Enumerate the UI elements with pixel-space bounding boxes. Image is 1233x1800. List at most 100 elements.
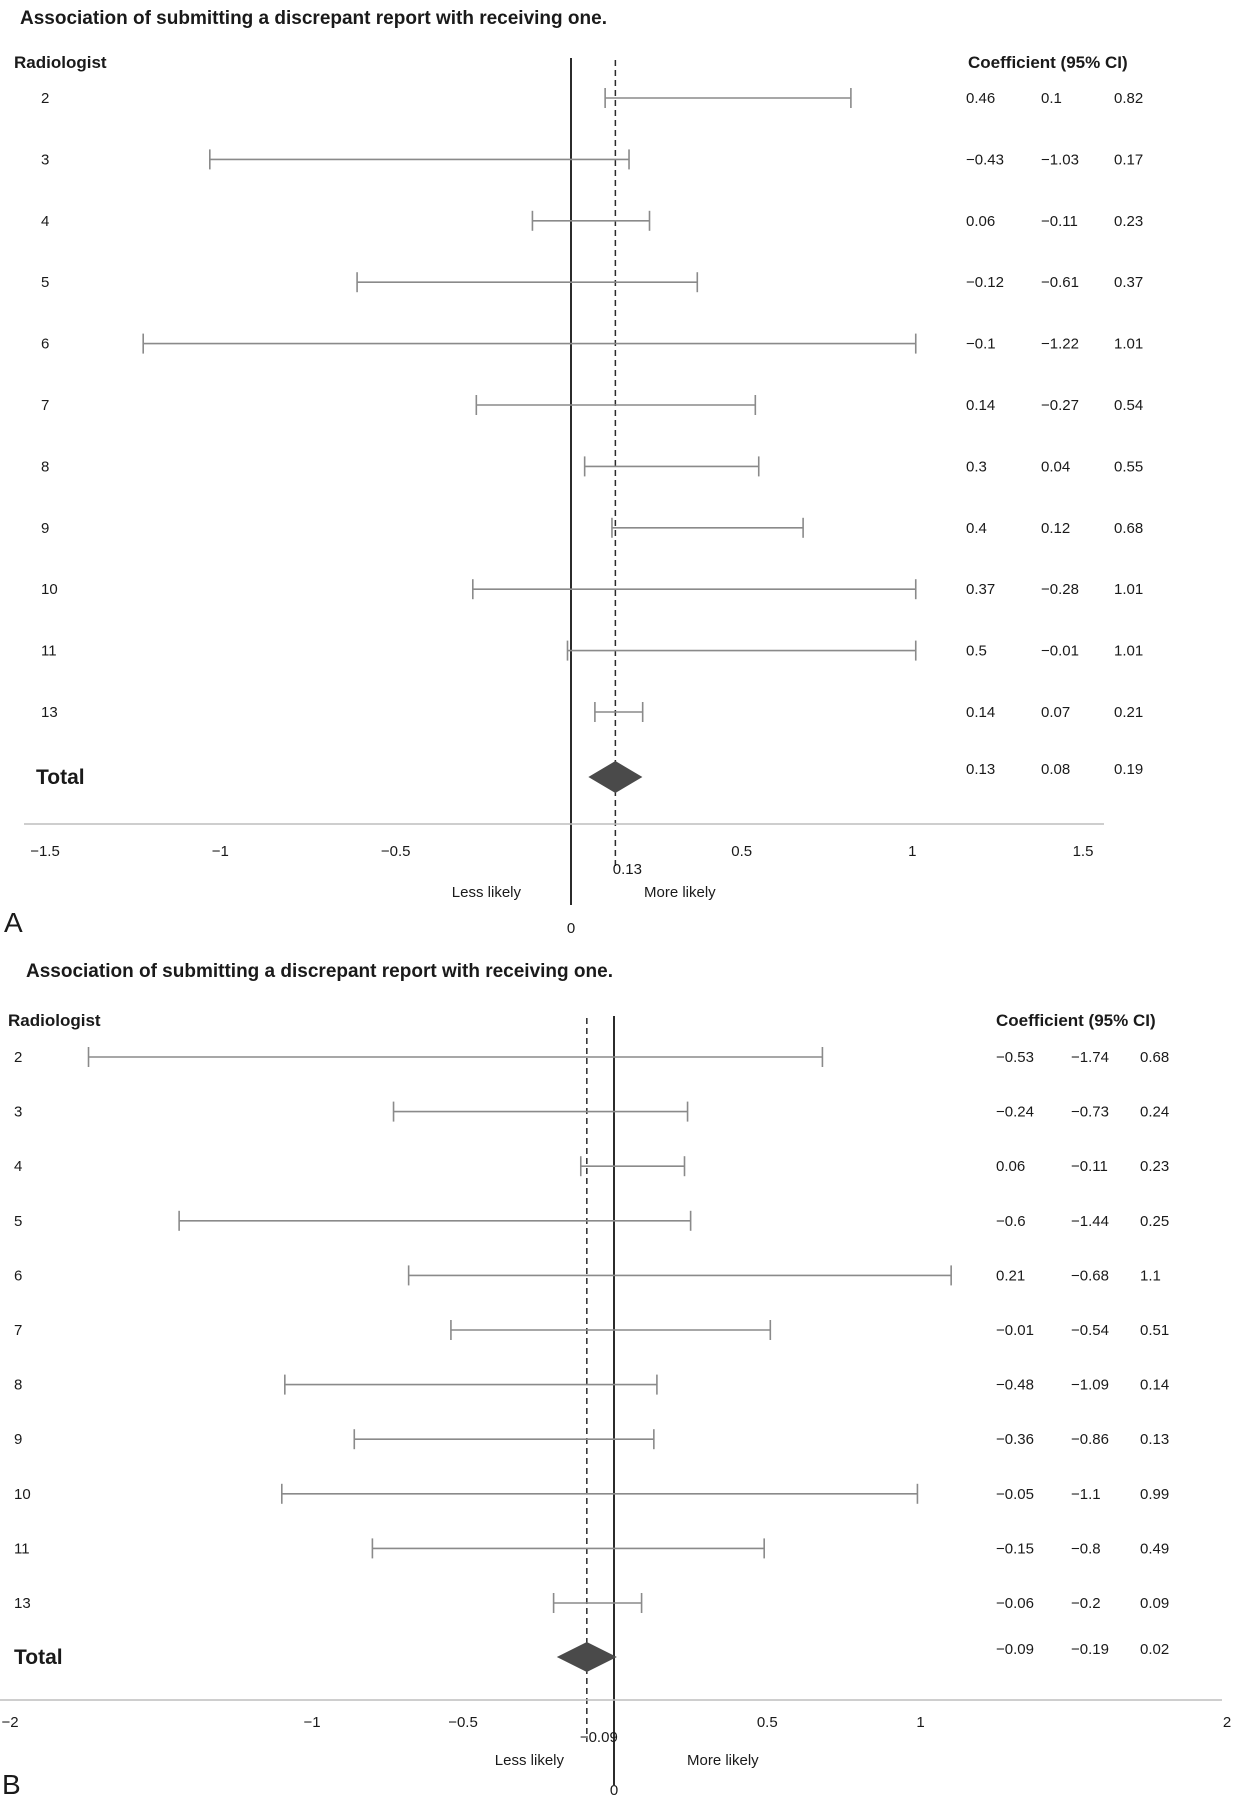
panel-letter: A: [4, 907, 23, 938]
coef-value: 0.37: [966, 581, 995, 598]
x-tick-label: 1: [908, 843, 916, 860]
row-label: 3: [14, 1104, 22, 1121]
ci-upper-value: 0.68: [1140, 1049, 1169, 1066]
x-tick-label: 2: [1223, 1714, 1231, 1731]
forest-row-5: 5 −0.12 −0.61 0.37: [41, 272, 1143, 293]
forest-row-11: 11 0.5 −0.01 1.01: [41, 640, 1143, 661]
coef-value: −0.36: [996, 1431, 1034, 1448]
ci-upper-value: 0.14: [1140, 1377, 1169, 1394]
total-ci-lower-value: 0.08: [1041, 761, 1070, 778]
coef-value: 0.46: [966, 90, 995, 107]
forest-panel-a: Association of submitting a discrepant r…: [4, 8, 1143, 938]
x-tick-label: 1: [916, 1714, 924, 1731]
forest-row-7: 7 0.14 −0.27 0.54: [41, 395, 1143, 415]
row-label: 13: [41, 704, 58, 721]
total-label: Total: [36, 766, 85, 789]
ci-upper-value: 0.13: [1140, 1431, 1169, 1448]
coef-value: 0.5: [966, 643, 987, 660]
row-label: 5: [14, 1213, 22, 1230]
coef-value: −0.24: [996, 1104, 1034, 1121]
row-label: 7: [14, 1322, 22, 1339]
coef-value: 0.06: [966, 213, 995, 230]
ci-upper-value: 0.55: [1114, 458, 1143, 475]
pooled-diamond: [556, 1642, 617, 1672]
ci-upper-value: 0.49: [1140, 1540, 1169, 1557]
ci-lower-value: −0.73: [1071, 1104, 1109, 1121]
ci-lower-value: −0.68: [1071, 1267, 1109, 1284]
forest-row-9: 9 −0.36 −0.86 0.13: [14, 1429, 1169, 1450]
row-label: 10: [41, 581, 58, 598]
row-label: 6: [14, 1267, 22, 1284]
ci-lower-value: −1.09: [1071, 1377, 1109, 1394]
forest-row-10: 10 −0.05 −1.1 0.99: [14, 1483, 1169, 1504]
total-ci-upper-value: 0.19: [1114, 761, 1143, 778]
forest-row-6: 6 0.21 −0.68 1.1: [14, 1265, 1161, 1286]
forest-row-8: 8 0.3 0.04 0.55: [41, 456, 1143, 477]
pooled-diamond: [588, 761, 643, 793]
ci-upper-value: 0.17: [1114, 151, 1143, 168]
forest-row-4: 4 0.06 −0.11 0.23: [14, 1156, 1169, 1177]
forest-row-total: Total 0.13 0.08 0.19: [36, 761, 1143, 793]
ci-upper-value: 1.01: [1114, 643, 1143, 660]
forest-row-4: 4 0.06 −0.11 0.23: [41, 210, 1143, 231]
forest-row-7: 7 −0.01 −0.54 0.51: [14, 1320, 1169, 1340]
row-label: 4: [41, 213, 49, 230]
forest-row-5: 5 −0.6 −1.44 0.25: [14, 1210, 1169, 1231]
x-tick-label: −2: [1, 1714, 18, 1731]
table-header-coefficient: Coefficient (95% CI): [968, 53, 1128, 72]
ci-upper-value: 0.09: [1140, 1595, 1169, 1612]
ci-lower-value: −0.27: [1041, 397, 1079, 414]
coef-value: −0.43: [966, 151, 1004, 168]
coef-value: −0.15: [996, 1540, 1034, 1557]
ci-lower-value: −0.61: [1041, 274, 1079, 291]
total-ci-lower-value: −0.19: [1071, 1641, 1109, 1658]
forest-row-9: 9 0.4 0.12 0.68: [41, 517, 1143, 538]
row-header-radiologist: Radiologist: [14, 53, 107, 72]
pooled-estimate-label: −0.09: [580, 1729, 618, 1746]
x-tick-label: 0: [567, 920, 575, 937]
ci-lower-value: −0.11: [1041, 213, 1078, 230]
ci-upper-value: 0.25: [1140, 1213, 1169, 1230]
x-tick-label: 0.5: [731, 843, 752, 860]
ci-upper-value: 0.21: [1114, 704, 1143, 721]
ci-lower-value: −1.03: [1041, 151, 1079, 168]
coef-value: 0.14: [966, 704, 995, 721]
forest-row-10: 10 0.37 −0.28 1.01: [41, 579, 1143, 600]
chart-title: Association of submitting a discrepant r…: [20, 8, 607, 29]
ci-lower-value: 0.12: [1041, 520, 1070, 537]
coef-value: −0.48: [996, 1377, 1034, 1394]
ci-lower-value: −1.44: [1071, 1213, 1109, 1230]
forest-row-total: Total −0.09 −0.19 0.02: [14, 1641, 1169, 1672]
ci-lower-value: −1.22: [1041, 336, 1079, 353]
ci-upper-value: 0.51: [1140, 1322, 1169, 1339]
row-label: 9: [41, 520, 49, 537]
coef-value: −0.06: [996, 1595, 1034, 1612]
total-coef-value: 0.13: [966, 761, 995, 778]
row-label: 10: [14, 1486, 31, 1503]
forest-row-13: 13 0.14 0.07 0.21: [41, 702, 1143, 722]
row-label: 7: [41, 397, 49, 414]
x-tick-label: −0.5: [381, 843, 411, 860]
ci-upper-value: 0.23: [1140, 1158, 1169, 1175]
forest-row-6: 6 −0.1 −1.22 1.01: [41, 333, 1143, 354]
less-likely-label: Less likely: [452, 884, 522, 901]
total-ci-upper-value: 0.02: [1140, 1641, 1169, 1658]
row-label: 2: [41, 90, 49, 107]
ci-upper-value: 0.54: [1114, 397, 1143, 414]
ci-upper-value: 0.99: [1140, 1486, 1169, 1503]
ci-lower-value: 0.1: [1041, 90, 1062, 107]
forest-row-2: 2 −0.53 −1.74 0.68: [14, 1047, 1169, 1067]
ci-upper-value: 0.68: [1114, 520, 1143, 537]
ci-lower-value: −0.28: [1041, 581, 1079, 598]
x-tick-label: −1: [303, 1714, 320, 1731]
row-label: 6: [41, 336, 49, 353]
coef-value: 0.06: [996, 1158, 1025, 1175]
row-label: 4: [14, 1158, 22, 1175]
table-header-coefficient: Coefficient (95% CI): [996, 1011, 1156, 1030]
ci-lower-value: −0.11: [1071, 1158, 1108, 1175]
row-label: 9: [14, 1431, 22, 1448]
panel-letter: B: [2, 1769, 21, 1800]
ci-lower-value: −0.54: [1071, 1322, 1109, 1339]
chart-title: Association of submitting a discrepant r…: [26, 961, 613, 982]
